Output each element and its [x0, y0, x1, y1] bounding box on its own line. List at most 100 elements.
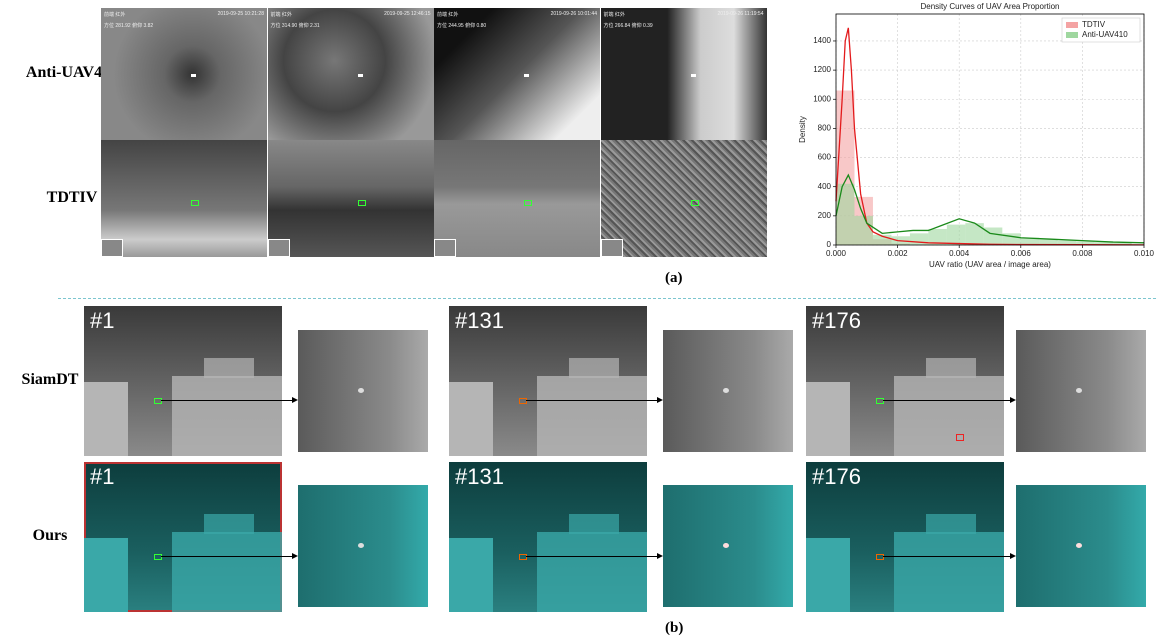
zoom-inset — [101, 239, 123, 257]
histogram-bar — [836, 184, 854, 245]
overlay-text: 前端 红外 — [604, 11, 625, 18]
building — [537, 532, 647, 612]
uav-target — [358, 388, 364, 393]
bbox — [524, 200, 532, 206]
arrow — [526, 556, 658, 557]
legend-swatch — [1066, 22, 1078, 28]
y-tick-label: 200 — [818, 211, 832, 220]
building — [894, 376, 1004, 456]
overlay-text: 前端 红外 — [271, 11, 292, 18]
video-frame: #176 — [806, 462, 1004, 612]
histogram-bar — [984, 228, 1002, 245]
overlay-text: 2019-09-25 12:46:15 — [384, 11, 430, 17]
zoom-crop — [663, 485, 793, 607]
bbox — [519, 554, 527, 560]
uav-target — [358, 74, 363, 77]
bbox — [956, 434, 964, 441]
bbox — [191, 200, 199, 206]
legend-label: Anti-UAV410 — [1082, 30, 1128, 39]
overlay-text: 2019-09-26 10:01:44 — [551, 11, 597, 17]
overlay-text: 前端 红外 — [104, 11, 125, 18]
panel-label: (a) — [665, 270, 683, 287]
uav-target — [524, 74, 529, 77]
bbox — [154, 398, 162, 404]
arrow — [161, 556, 293, 557]
y-tick-label: 1400 — [813, 36, 831, 45]
legend-swatch — [1066, 32, 1078, 38]
histogram-bar — [854, 216, 872, 245]
overlay-text: 前端 红外 — [437, 11, 458, 18]
x-tick-label: 0.008 — [1072, 249, 1093, 258]
x-axis-label: UAV ratio (UAV area / image area) — [929, 260, 1051, 269]
image-tile: 前端 红外 2019-09-26 10:01:44 方位 244.95 俯仰 0.8… — [434, 8, 600, 140]
page: Anti-UAV410前端 红外2019-09-25 10:21:28方位 28… — [0, 0, 1156, 638]
y-tick-label: 1000 — [813, 94, 831, 103]
image-tile — [268, 140, 434, 257]
arrow — [161, 400, 293, 401]
building — [569, 358, 619, 378]
building — [449, 538, 493, 612]
bbox — [691, 200, 699, 206]
overlay-text: 方位 244.95 俯仰 0.80 — [437, 22, 486, 29]
arrow — [526, 400, 658, 401]
image-tile — [434, 140, 600, 257]
y-axis-label: Density — [798, 116, 807, 143]
video-frame: #1 — [84, 306, 282, 456]
building — [806, 538, 850, 612]
building — [204, 358, 254, 378]
y-tick-label: 800 — [818, 124, 832, 133]
bbox — [876, 554, 884, 560]
uav-target — [691, 74, 696, 77]
image-tile — [601, 140, 767, 257]
overlay-text: 2019-09-26 11:19:54 — [717, 11, 763, 17]
zoom-inset — [601, 239, 623, 257]
building — [569, 514, 619, 534]
bbox — [358, 200, 366, 206]
uav-target — [723, 543, 729, 548]
x-tick-label: 0.004 — [949, 249, 970, 258]
video-frame: #131 — [449, 462, 647, 612]
frame-label: #131 — [455, 464, 504, 490]
zoom-crop — [298, 485, 428, 607]
building — [172, 532, 282, 612]
building — [926, 514, 976, 534]
video-frame: #176 — [806, 306, 1004, 456]
overlay-text: 方位 266.84 俯仰 0.39 — [604, 22, 653, 29]
building — [84, 382, 128, 456]
frame-label: #1 — [90, 308, 114, 334]
uav-target — [1076, 543, 1082, 548]
panel-label: (b) — [665, 620, 683, 637]
overlay-text: 方位 314.90 俯仰 2.31 — [271, 22, 320, 29]
chart-title: Density Curves of UAV Area Proportion — [920, 2, 1059, 11]
zoom-inset — [268, 239, 290, 257]
density-line — [836, 28, 1144, 245]
video-frame: #1 — [84, 462, 282, 612]
zoom-crop — [1016, 330, 1146, 452]
building — [537, 376, 647, 456]
frame-label: #176 — [812, 464, 861, 490]
y-tick-label: 400 — [818, 182, 832, 191]
uav-target — [1076, 388, 1082, 393]
x-tick-label: 0.010 — [1134, 249, 1155, 258]
chart: Density Curves of UAV Area Proportion UAV… — [790, 0, 1156, 275]
histogram-bar — [947, 225, 965, 245]
video-frame: #131 — [449, 306, 647, 456]
building — [894, 532, 1004, 612]
arrow — [883, 556, 1011, 557]
building — [172, 376, 282, 456]
image-tile: 前端 红外 2019-09-25 12:46:15 方位 314.90 俯仰 2.3… — [268, 8, 434, 140]
histogram-bar — [965, 223, 983, 245]
image-tile — [101, 140, 267, 257]
building — [806, 382, 850, 456]
building — [926, 358, 976, 378]
bbox — [519, 398, 527, 404]
zoom-crop — [1016, 485, 1146, 607]
y-tick-label: 0 — [827, 240, 832, 249]
building — [449, 382, 493, 456]
plot-frame — [836, 14, 1144, 245]
legend-label: TDTIV — [1082, 20, 1106, 29]
frame-label: #176 — [812, 308, 861, 334]
frame-label: #131 — [455, 308, 504, 334]
zoom-crop — [298, 330, 428, 452]
zoom-crop — [663, 330, 793, 452]
